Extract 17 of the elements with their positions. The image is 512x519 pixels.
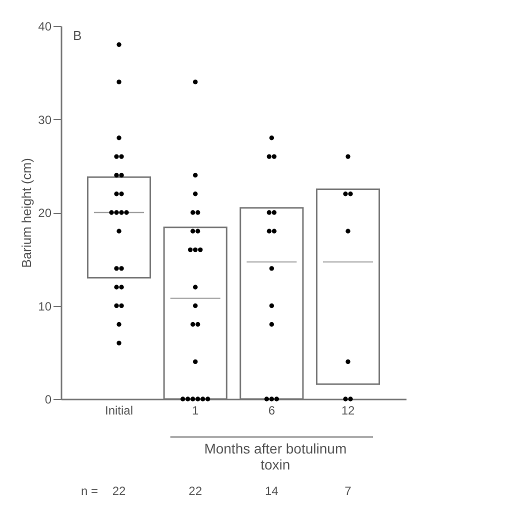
y-axis-title: Barium height (cm) [19,158,34,268]
text: 7 [344,484,352,498]
x-tick-label: 6 [268,404,276,418]
y-tick-label: 30 [38,112,52,127]
y-tick-label: 40 [38,20,52,34]
x-tick-label: 1 [192,404,199,418]
annotation: B [73,28,82,43]
y-tick-label: 10 [38,299,52,314]
x-tick-label: 12 [341,404,355,418]
text: n = [81,484,98,498]
text: 14 [264,484,279,498]
y-tick-label: 0 [44,392,52,406]
text: 22 [188,484,202,498]
text: 22 [112,484,126,498]
x-tick-label: Initial [105,404,134,418]
y-tick-label: 20 [38,206,52,220]
x-axis-title: Months after botulinum toxin [204,440,347,472]
